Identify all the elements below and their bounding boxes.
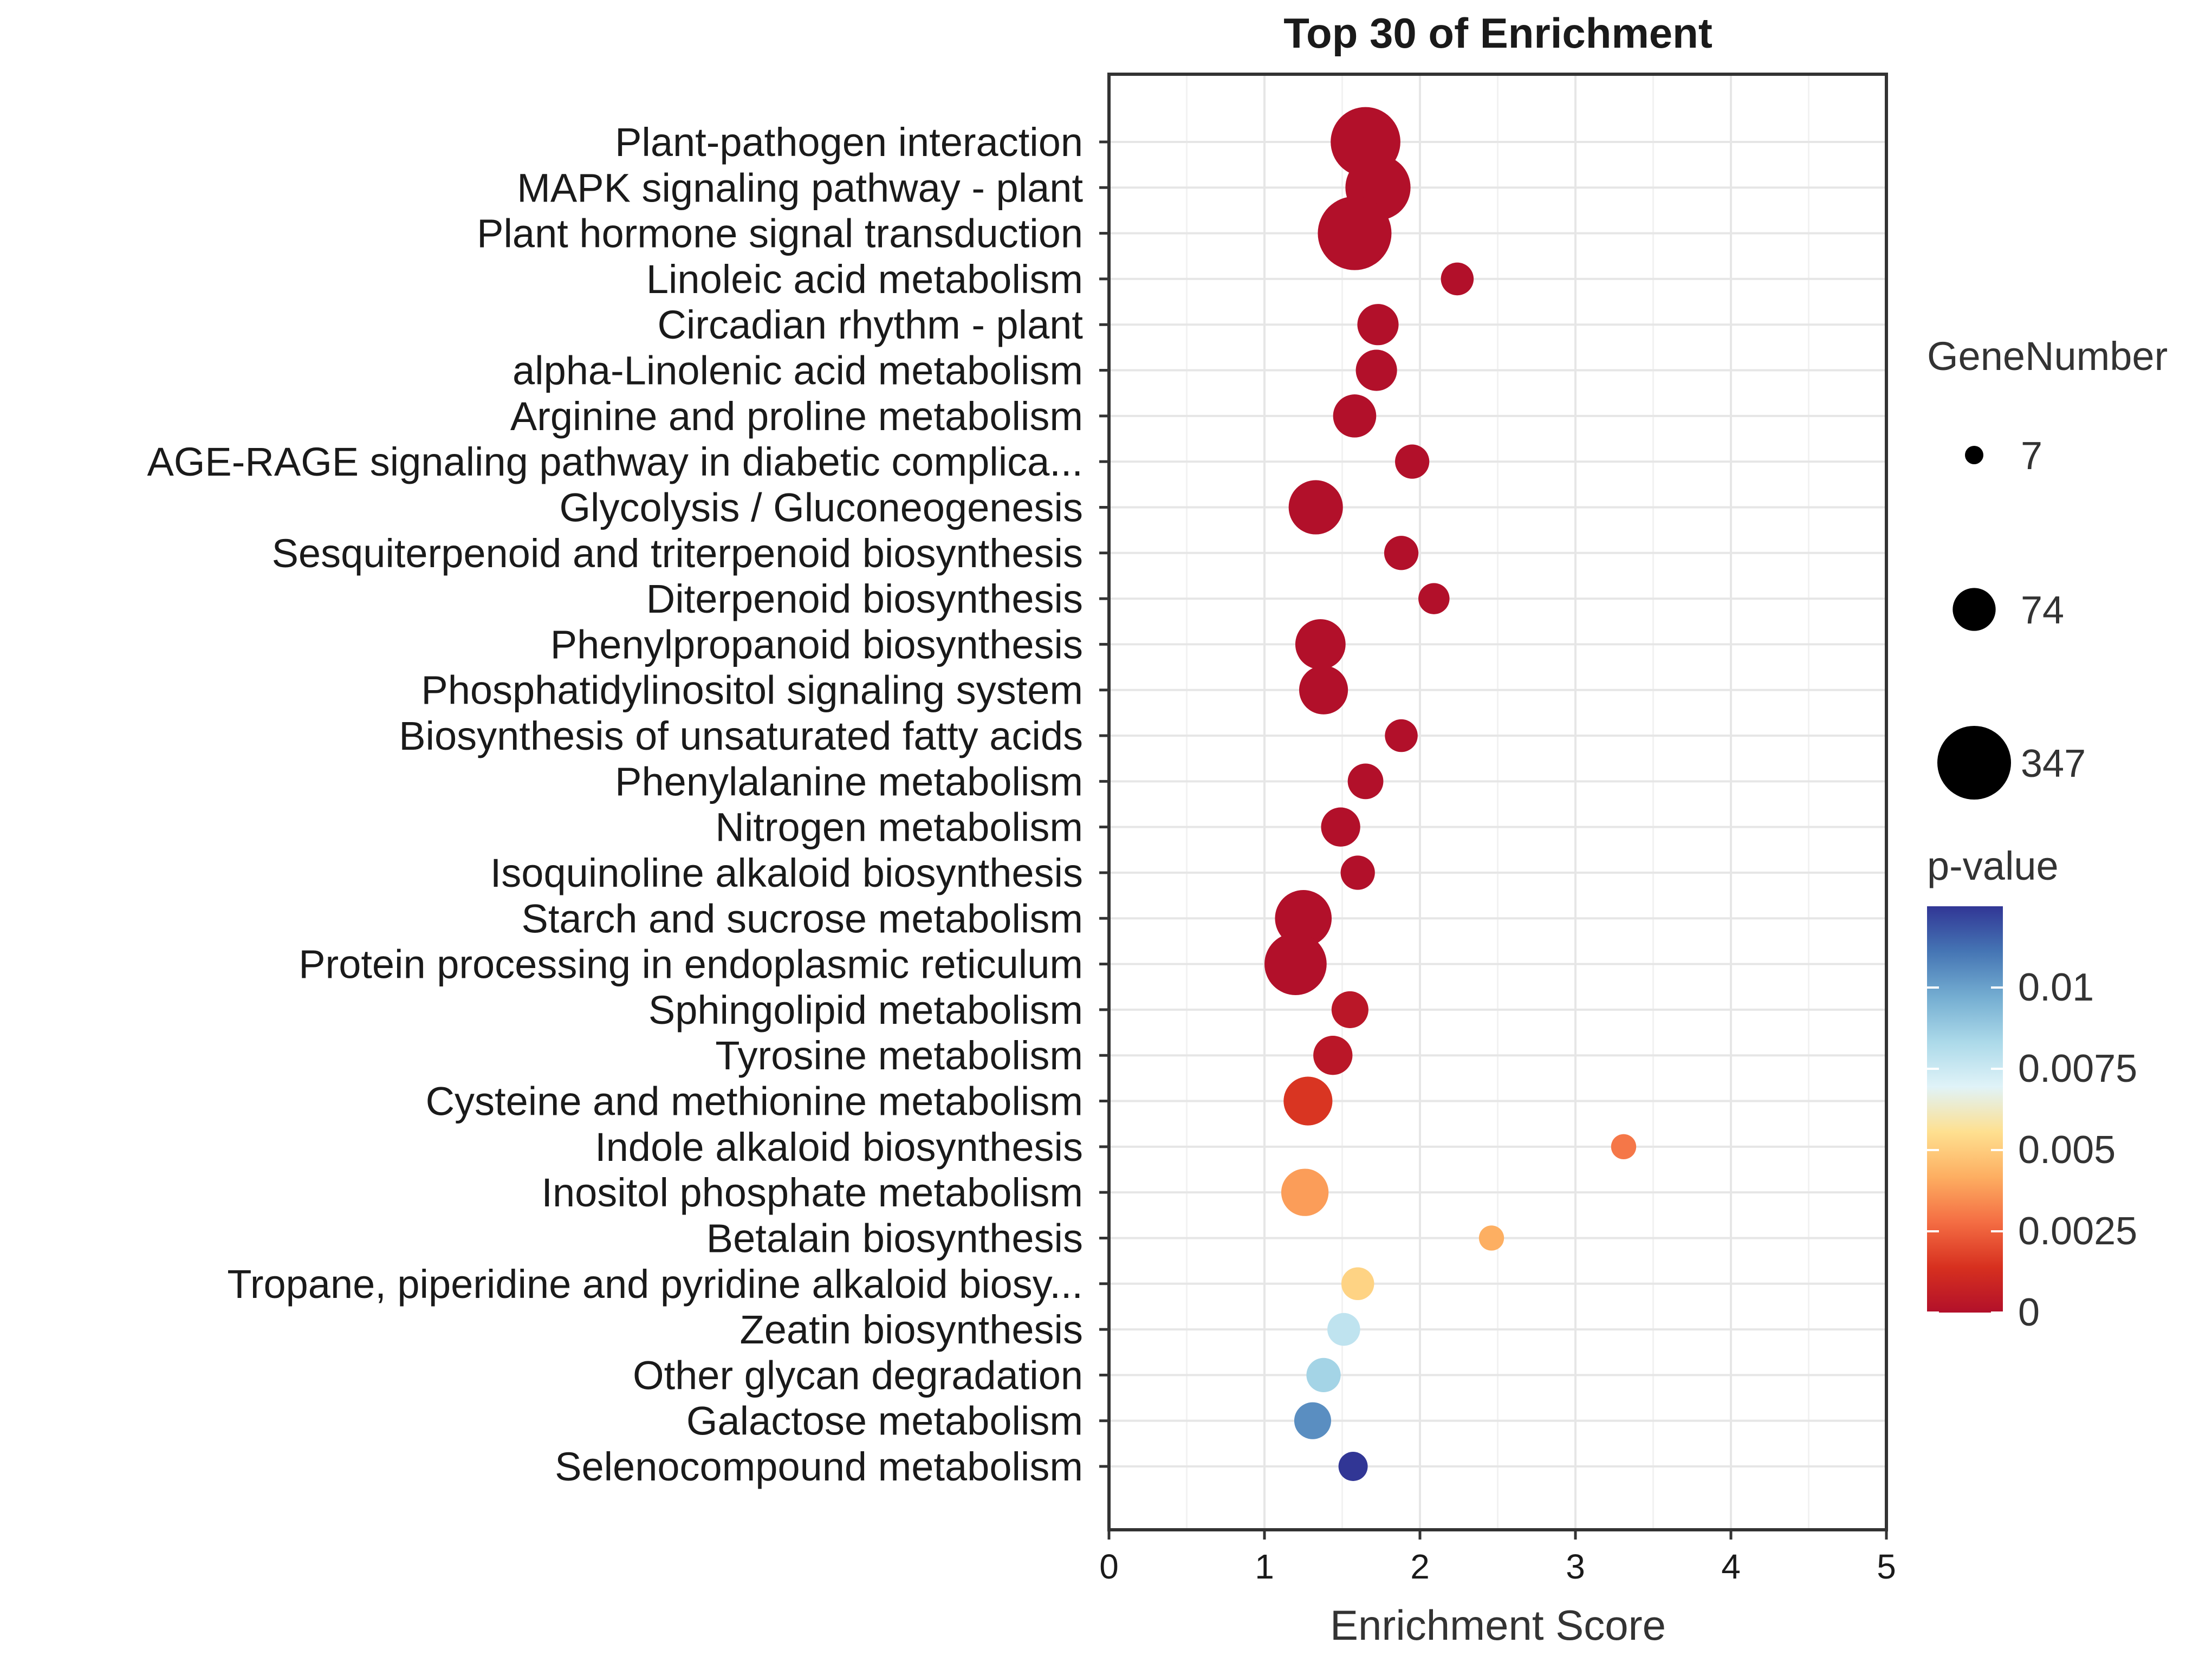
data-point — [1318, 196, 1392, 270]
y-tick-label: Arginine and proline metabolism — [510, 394, 1083, 439]
data-points — [1264, 107, 1637, 1481]
y-tick-label: Tropane, piperidine and pyridine alkaloi… — [227, 1262, 1083, 1307]
data-point — [1294, 1402, 1332, 1439]
y-tick-label: Other glycan degradation — [633, 1353, 1083, 1398]
x-axis: 0 1 2 3 4 5 — [1099, 1530, 1896, 1586]
color-legend-label: 0.005 — [2018, 1128, 2116, 1172]
size-legend-dot — [1952, 588, 1996, 631]
y-tick-label: Sphingolipid metabolism — [648, 988, 1083, 1032]
color-legend-bar — [1927, 906, 2003, 1313]
y-tick-label: Tyrosine metabolism — [715, 1033, 1083, 1078]
y-tick-label: Nitrogen metabolism — [715, 805, 1083, 850]
color-legend-label: 0.0075 — [2018, 1047, 2137, 1090]
x-tick-label: 4 — [1721, 1547, 1741, 1586]
data-point — [1357, 304, 1399, 346]
data-point — [1331, 991, 1368, 1028]
data-point — [1333, 394, 1377, 438]
data-point — [1347, 763, 1384, 800]
data-point — [1611, 1134, 1637, 1160]
y-tick-label: Sesquiterpenoid and triterpenoid biosynt… — [272, 531, 1083, 576]
y-tick-label: Selenocompound metabolism — [555, 1444, 1083, 1489]
x-tick-label: 5 — [1877, 1547, 1896, 1586]
color-legend: p-value 0.01 0.0075 0.005 0.0025 0 — [1927, 843, 2137, 1334]
data-point — [1264, 933, 1327, 995]
size-legend-label: 7 — [2021, 434, 2042, 478]
data-point — [1340, 855, 1375, 890]
color-legend-label: 0 — [2018, 1291, 2040, 1334]
data-point — [1275, 889, 1332, 947]
y-tick-label: Circadian rhythm - plant — [657, 302, 1083, 347]
y-tick-label: Zeatin biosynthesis — [740, 1307, 1083, 1352]
color-legend-title: p-value — [1927, 843, 2059, 888]
data-point — [1299, 665, 1348, 715]
data-point — [1327, 1313, 1360, 1346]
data-point — [1295, 619, 1346, 670]
y-tick-label: Galactose metabolism — [686, 1399, 1083, 1444]
y-tick-label: alpha-Linolenic acid metabolism — [513, 348, 1083, 393]
data-point — [1283, 1076, 1333, 1126]
y-tick-label: Plant-pathogen interaction — [615, 120, 1083, 165]
y-tick-label: Phosphatidylinositol signaling system — [421, 668, 1083, 713]
y-tick-label: MAPK signaling pathway - plant — [517, 165, 1083, 210]
data-point — [1395, 444, 1430, 479]
y-tick-label: Phenylalanine metabolism — [615, 759, 1083, 804]
x-tick-label: 0 — [1099, 1547, 1119, 1586]
y-tick-label: Biosynthesis of unsaturated fatty acids — [399, 713, 1083, 758]
y-tick-label: Inositol phosphate metabolism — [541, 1170, 1083, 1215]
data-point — [1281, 1168, 1329, 1216]
size-legend-label: 74 — [2021, 589, 2064, 632]
size-legend-dot — [1965, 446, 1983, 464]
color-legend-label: 0.01 — [2018, 966, 2094, 1009]
data-point — [1313, 1036, 1353, 1075]
data-point — [1418, 583, 1450, 614]
y-tick-label: Linoleic acid metabolism — [646, 257, 1083, 302]
data-point — [1441, 262, 1474, 296]
size-legend: GeneNumber 7 74 347 — [1927, 334, 2168, 800]
y-tick-label: Cysteine and methionine metabolism — [426, 1079, 1083, 1124]
data-point — [1306, 1358, 1341, 1393]
size-legend-label: 347 — [2021, 742, 2086, 785]
y-tick-label: Phenylpropanoid biosynthesis — [550, 622, 1083, 667]
data-point — [1338, 1452, 1368, 1481]
data-point — [1384, 536, 1419, 570]
data-point — [1355, 349, 1397, 391]
y-tick-label: Isoquinoline alkaloid biosynthesis — [490, 850, 1083, 895]
x-axis-label: Enrichment Score — [1330, 1601, 1666, 1649]
y-tick-label: Plant hormone signal transduction — [477, 211, 1083, 256]
y-tick-label: Diterpenoid biosynthesis — [646, 576, 1083, 621]
data-point — [1321, 807, 1360, 847]
plot-frame — [1107, 73, 1888, 1531]
y-tick-label: Glycolysis / Gluconeogenesis — [559, 485, 1083, 530]
data-point — [1478, 1225, 1504, 1251]
color-legend-label: 0.0025 — [2018, 1210, 2137, 1253]
data-point — [1385, 719, 1418, 752]
y-tick-label: Betalain biosynthesis — [706, 1216, 1083, 1261]
y-tick-label: AGE-RAGE signaling pathway in diabetic c… — [147, 439, 1083, 484]
y-tick-label: Indole alkaloid biosynthesis — [595, 1125, 1083, 1170]
y-tick-label: Starch and sucrose metabolism — [522, 896, 1083, 941]
size-legend-dot — [1937, 726, 2011, 800]
x-tick-label: 3 — [1566, 1547, 1585, 1586]
data-point — [1288, 480, 1343, 535]
x-tick-label: 1 — [1255, 1547, 1274, 1586]
data-point — [1341, 1267, 1374, 1301]
size-legend-title: GeneNumber — [1927, 334, 2168, 379]
chart-title: Top 30 of Enrichment — [1283, 9, 1712, 57]
x-tick-label: 2 — [1410, 1547, 1430, 1586]
y-tick-label: Protein processing in endoplasmic reticu… — [299, 942, 1083, 987]
